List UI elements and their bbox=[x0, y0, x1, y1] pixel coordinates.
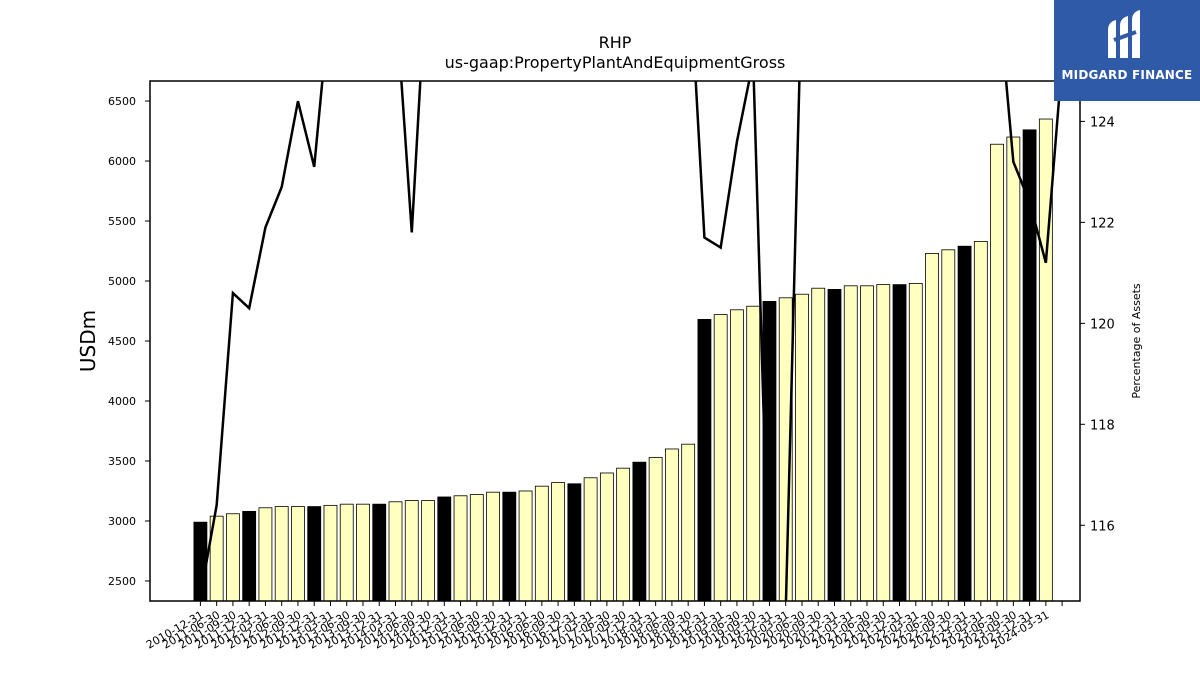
bar bbox=[827, 289, 842, 602]
bar bbox=[291, 506, 305, 602]
bar bbox=[957, 245, 972, 602]
y-tick-label: 6500 bbox=[108, 95, 136, 108]
bar bbox=[502, 491, 517, 602]
bar bbox=[908, 283, 923, 602]
bar bbox=[876, 284, 891, 602]
plot-frame bbox=[149, 80, 1081, 602]
bar bbox=[534, 485, 549, 602]
bar bbox=[681, 443, 696, 602]
bar bbox=[453, 495, 468, 602]
bar bbox=[1006, 136, 1021, 602]
bar bbox=[356, 503, 370, 602]
y-tick-label: 3000 bbox=[108, 515, 136, 528]
bar bbox=[599, 472, 614, 602]
bar bbox=[242, 510, 257, 602]
bar bbox=[860, 285, 874, 602]
y-tick-label: 4500 bbox=[108, 335, 136, 348]
bar bbox=[437, 496, 452, 602]
bar bbox=[258, 507, 273, 602]
bar bbox=[486, 491, 500, 602]
y-tick-label: 5000 bbox=[108, 275, 136, 288]
bar bbox=[730, 309, 744, 602]
bar bbox=[307, 506, 322, 602]
logo-text: MIDGARD FINANCE bbox=[1061, 68, 1193, 82]
x-axis: 2010-12-312011-06-302011-09-302011-12-31… bbox=[144, 601, 1063, 652]
bar bbox=[990, 143, 1004, 602]
bar bbox=[665, 448, 679, 602]
bar bbox=[404, 500, 419, 602]
bar bbox=[372, 503, 387, 602]
right-axis: 116 118 120 122 124 bbox=[1080, 115, 1115, 534]
bar bbox=[421, 500, 435, 602]
y-tick-label: 3500 bbox=[108, 455, 136, 468]
y2-tick-label: 116 bbox=[1090, 519, 1115, 534]
bar bbox=[811, 287, 826, 602]
bar bbox=[323, 504, 338, 602]
bar bbox=[632, 461, 647, 602]
bar bbox=[339, 503, 354, 602]
left-axis: 2500 3000 3500 4000 4500 5000 5500 6000 6500 bbox=[108, 95, 150, 588]
bar bbox=[925, 253, 939, 602]
bar bbox=[274, 506, 289, 602]
bar bbox=[941, 249, 956, 602]
bar bbox=[713, 314, 728, 602]
bar bbox=[892, 284, 907, 602]
y2-tick-label: 122 bbox=[1090, 216, 1115, 231]
bar bbox=[469, 494, 484, 602]
bar bbox=[583, 477, 598, 602]
bar bbox=[697, 318, 712, 602]
bar bbox=[795, 293, 809, 602]
bar bbox=[551, 482, 566, 602]
y-tick-label: 2500 bbox=[108, 575, 136, 588]
bar bbox=[226, 513, 240, 602]
chart-subtitle: us-gaap:PropertyPlantAndEquipmentGross bbox=[445, 53, 786, 72]
midgard-logo-icon bbox=[1108, 10, 1140, 58]
y2-tick-label: 118 bbox=[1090, 418, 1115, 433]
bar bbox=[843, 285, 858, 602]
y-tick-label: 4000 bbox=[108, 395, 136, 408]
y2-axis-label: Percentage of Assets bbox=[1130, 283, 1143, 399]
bar-group bbox=[193, 118, 1053, 602]
bar bbox=[388, 501, 403, 602]
y-tick-label: 5500 bbox=[108, 215, 136, 228]
brand-logo: MIDGARD FINANCE bbox=[1054, 0, 1200, 101]
bar bbox=[746, 305, 761, 602]
y-tick-label: 6000 bbox=[108, 155, 136, 168]
bar bbox=[567, 483, 582, 602]
bar bbox=[616, 467, 631, 602]
chart-title: RHP bbox=[599, 33, 632, 52]
bar bbox=[518, 490, 533, 602]
y-axis-label: USDm bbox=[76, 310, 100, 372]
bar bbox=[973, 241, 988, 602]
y2-tick-label: 120 bbox=[1090, 317, 1115, 332]
y2-tick-label: 124 bbox=[1090, 115, 1115, 130]
bar bbox=[648, 456, 663, 602]
